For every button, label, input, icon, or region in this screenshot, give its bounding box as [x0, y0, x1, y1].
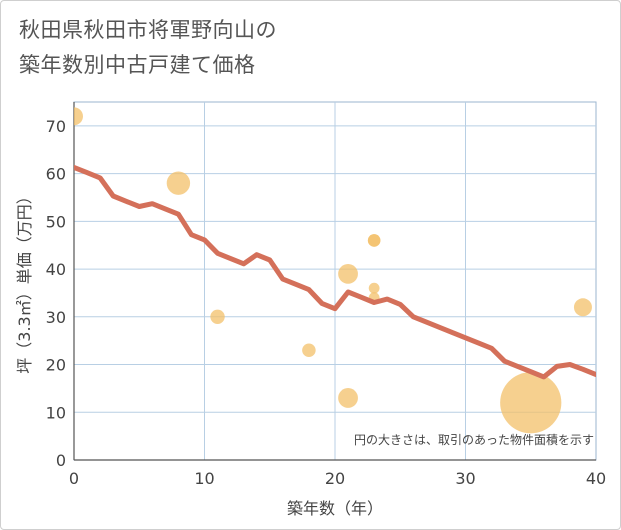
y-tick-label: 40	[46, 260, 66, 279]
bubble-point	[302, 343, 316, 357]
y-tick-label: 0	[56, 451, 66, 470]
trend-line	[74, 164, 596, 380]
bubble-point	[338, 388, 358, 408]
chart-title: 秋田県秋田市将軍野向山の 築年数別中古戸建て価格	[19, 13, 277, 83]
bubble-point	[367, 234, 381, 247]
bubble-point	[74, 107, 83, 126]
y-tick-label: 10	[46, 403, 66, 422]
x-tick-label: 40	[586, 469, 606, 488]
marks-group	[74, 107, 596, 434]
chart-title-line-1: 秋田県秋田市将軍野向山の	[19, 18, 277, 42]
bubble-point	[166, 171, 191, 195]
bubble-point	[368, 282, 380, 294]
chart-title-line-2: 築年数別中古戸建て価格	[19, 53, 256, 77]
x-tick-label: 10	[194, 469, 214, 488]
y-tick-label: 50	[46, 212, 66, 231]
bubble-point	[338, 263, 358, 284]
x-tick-label: 0	[69, 469, 79, 488]
y-tick-label: 70	[46, 117, 66, 136]
x-tick-label: 30	[455, 469, 475, 488]
bubble-size-note: 円の大きさは、取引のあった物件面積を示す	[354, 432, 594, 447]
y-tick-label: 30	[46, 308, 66, 327]
bubble-point	[573, 298, 592, 317]
x-axis-label: 築年数（年）	[287, 499, 383, 518]
y-axis-label: 坪（3.3㎡）単価（万円）	[15, 188, 34, 373]
bubble-point	[500, 372, 562, 434]
y-tick-label: 60	[46, 165, 66, 184]
x-tick-label: 20	[325, 469, 345, 488]
bubble-point	[210, 309, 225, 324]
y-tick-label: 20	[46, 356, 66, 375]
